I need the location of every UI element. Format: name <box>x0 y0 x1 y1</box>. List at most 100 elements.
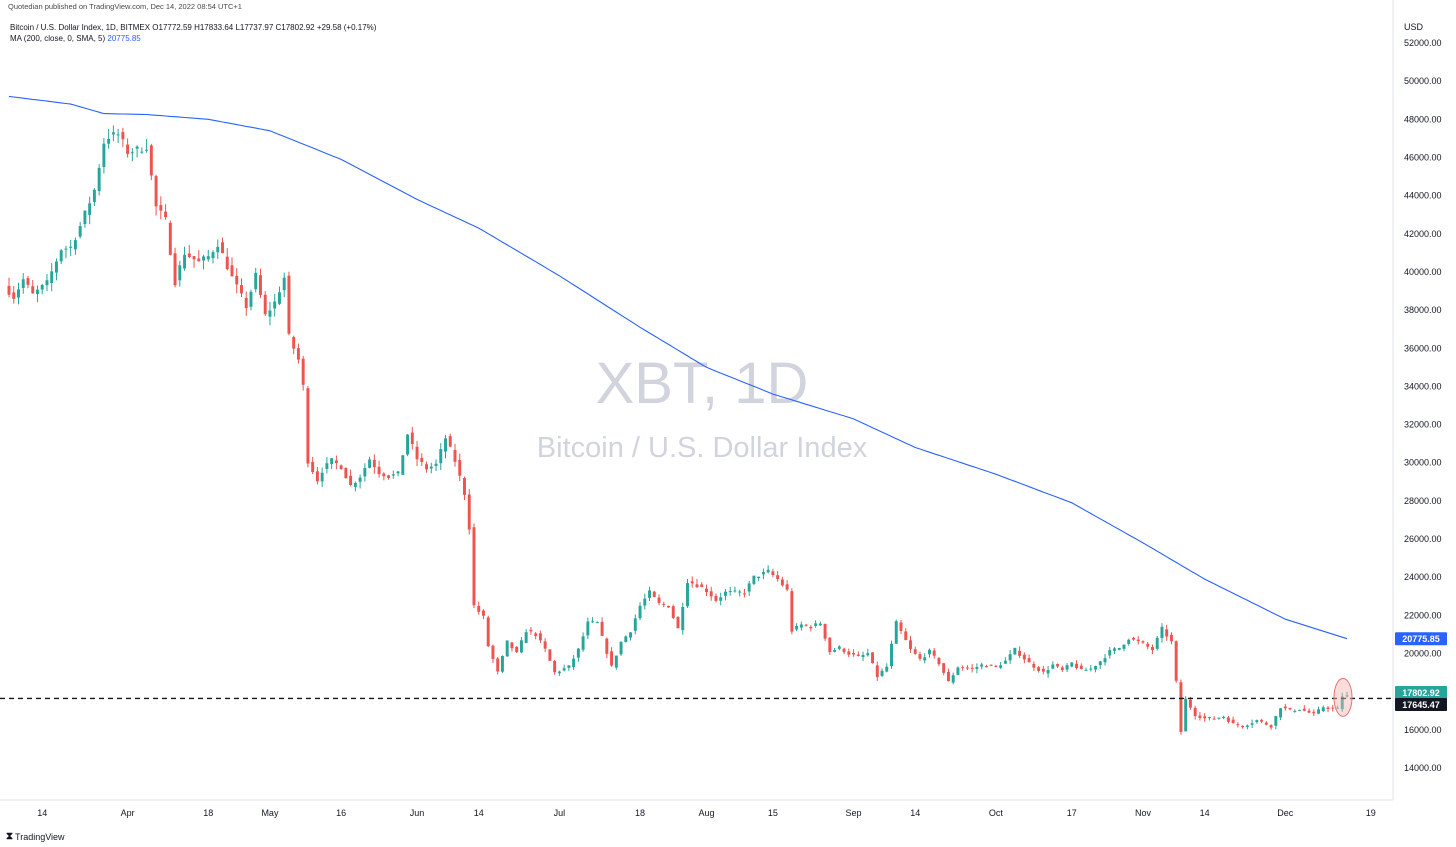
candle-body <box>733 590 737 592</box>
candle-body <box>240 285 243 294</box>
candle-body <box>871 652 875 664</box>
candle-body <box>771 571 775 576</box>
candle-body <box>88 203 92 215</box>
candle-body <box>111 132 115 135</box>
candle-body <box>268 310 272 317</box>
candle-body <box>21 279 25 288</box>
price-label-text: 17645.47 <box>1402 700 1440 710</box>
candle-body <box>1250 723 1254 725</box>
candle-body <box>942 663 946 673</box>
price-axis[interactable]: 52000.00 50000.00 48000.00 46000.00 44000.00… <box>1404 38 1442 773</box>
candle-body <box>1260 719 1264 722</box>
price-tick-label: 46000.00 <box>1404 152 1442 162</box>
time-tick-label: 14 <box>910 808 920 818</box>
publish-info: Quotedian published on TradingView.com, … <box>8 2 242 11</box>
candle-body <box>339 465 343 470</box>
tradingview-logo-icon: ⧗ <box>6 831 13 842</box>
ma-legend[interactable]: MA (200, close, 0, SMA, 5) 20775.85 <box>10 34 141 43</box>
time-axis[interactable]: 14 Apr 18 May 16 Jun 14 Jul 18 Aug 15 Sep 14 Oct 17 Nov… <box>37 808 1376 818</box>
price-tick-label: 34000.00 <box>1404 381 1442 391</box>
candle-body <box>1226 717 1230 722</box>
candle-body <box>1018 650 1022 656</box>
candle-body <box>932 650 936 656</box>
candle-body <box>17 289 20 298</box>
candle-body <box>576 648 580 658</box>
candle-body <box>505 640 509 657</box>
candle-body <box>1079 665 1083 669</box>
candle-body <box>429 466 433 469</box>
candle-body <box>73 240 77 250</box>
candle-body <box>183 254 187 269</box>
candle-body <box>671 606 675 618</box>
candle-body <box>629 632 633 638</box>
candle-body <box>1122 644 1126 649</box>
candle-body <box>491 645 495 659</box>
candle-body <box>605 638 609 654</box>
candle-body <box>372 459 376 468</box>
candle-body <box>657 597 661 603</box>
candle-body <box>1108 650 1112 656</box>
price-tick-label: 40000.00 <box>1404 267 1442 277</box>
candle-body <box>595 622 599 624</box>
candle-body <box>1136 639 1140 642</box>
candle-body <box>1060 667 1064 670</box>
candle-body <box>923 657 927 661</box>
chart-watermark: XBT, 1D Bitcoin / U.S. Dollar Index <box>537 351 868 464</box>
candle-body <box>1321 707 1325 711</box>
candle-body <box>833 650 837 652</box>
candle-body <box>524 632 528 644</box>
candle-body <box>396 471 400 474</box>
highlight-circle[interactable] <box>1333 677 1353 717</box>
candle-body <box>1165 629 1169 637</box>
candle-body <box>643 598 647 606</box>
candle-body <box>320 472 324 482</box>
candle-body <box>676 616 680 629</box>
candle-body <box>828 637 832 653</box>
price-tick-label: 32000.00 <box>1404 420 1442 430</box>
price-label-text: 20775.85 <box>1402 634 1440 644</box>
candle-body <box>154 176 158 207</box>
candle-body <box>7 285 11 295</box>
candle-body <box>1146 643 1150 647</box>
candle-body <box>458 459 462 476</box>
candle-body <box>1065 665 1069 670</box>
candle-body <box>45 280 49 286</box>
watermark-symbol: XBT, 1D <box>596 351 809 416</box>
candle-body <box>1307 710 1311 713</box>
candle-body <box>59 250 63 262</box>
candle-body <box>1075 663 1079 669</box>
candle-body <box>1084 669 1088 671</box>
candle-body <box>481 610 485 616</box>
tradingview-footer[interactable]: ⧗ TradingView <box>6 831 65 842</box>
candle-body <box>1198 715 1202 719</box>
candle-body <box>619 641 623 655</box>
candle-body <box>211 252 215 259</box>
moving-average-series <box>8 95 1348 640</box>
time-tick-label: Aug <box>698 808 714 818</box>
symbol-ohlc-legend[interactable]: Bitcoin / U.S. Dollar Index, 1D, BITMEX … <box>10 23 377 32</box>
candle-body <box>173 253 177 286</box>
candle-body <box>951 675 955 683</box>
candle-body <box>463 478 466 495</box>
candle-body <box>1269 725 1273 728</box>
candlestick-series <box>7 125 1349 735</box>
candle-body <box>1150 647 1154 651</box>
candle-body <box>1245 725 1249 727</box>
ma-200-line <box>8 95 1348 640</box>
candle-body <box>387 475 391 478</box>
candle-body <box>126 144 130 154</box>
candle-body <box>757 576 761 579</box>
candle-body <box>1169 634 1173 642</box>
candle-body <box>1056 664 1060 667</box>
candle-body <box>31 286 35 294</box>
candle-body <box>1293 710 1297 712</box>
price-tick-label: 38000.00 <box>1404 305 1442 315</box>
price-tick-label: 16000.00 <box>1404 725 1442 735</box>
candle-body <box>263 294 267 315</box>
candle-body <box>1193 707 1197 717</box>
candle-body <box>700 584 704 588</box>
candle-body <box>1160 626 1164 639</box>
candle-body <box>69 246 73 248</box>
candle-body <box>709 591 713 597</box>
